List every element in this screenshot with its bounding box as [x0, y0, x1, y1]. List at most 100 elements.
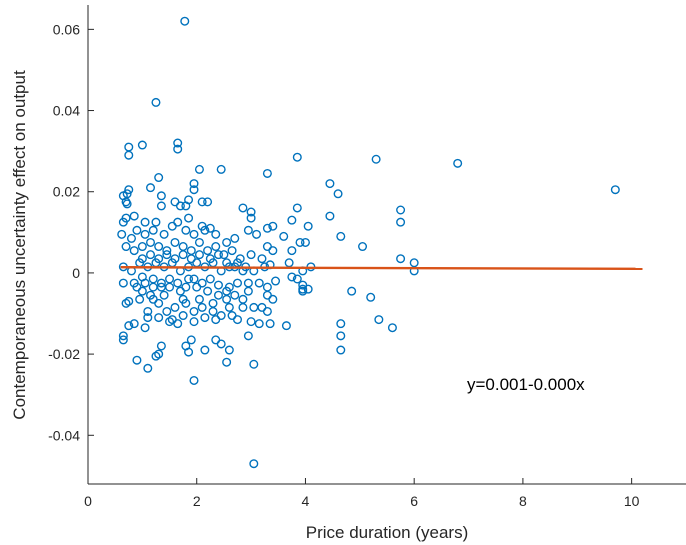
data-point [303, 221, 313, 231]
data-point [124, 150, 134, 160]
data-point [159, 290, 169, 300]
data-point [336, 231, 346, 241]
data-point [409, 258, 419, 268]
data-point [265, 319, 275, 329]
data-point [178, 294, 188, 304]
data-point [156, 201, 166, 211]
data-point [254, 278, 264, 288]
data-point [156, 278, 166, 288]
data-point [254, 319, 264, 329]
data-point [154, 242, 164, 252]
data-point [222, 294, 232, 304]
data-point [262, 168, 272, 178]
data-point [246, 213, 256, 223]
data-point [186, 335, 196, 345]
data-point [178, 242, 188, 252]
data-point [387, 323, 397, 333]
data-point [268, 294, 278, 304]
data-point [140, 229, 150, 239]
data-point [143, 313, 153, 323]
data-point [325, 179, 335, 189]
data-point [238, 302, 248, 312]
data-point [295, 237, 305, 247]
data-point [165, 282, 175, 292]
data-point [146, 250, 156, 260]
data-point [132, 282, 142, 292]
data-point [200, 313, 210, 323]
data-point [135, 294, 145, 304]
data-point [262, 223, 272, 233]
data-point [262, 242, 272, 252]
data-point [336, 331, 346, 341]
data-point [268, 221, 278, 231]
data-point [243, 286, 253, 296]
fit-line [120, 266, 643, 271]
data-point [121, 242, 131, 252]
data-point [118, 335, 128, 345]
data-point [292, 152, 302, 162]
data-point [194, 250, 204, 260]
data-point [140, 278, 150, 288]
data-point [216, 164, 226, 174]
data-point [162, 246, 172, 256]
data-point [137, 140, 147, 150]
x-tick-label: 0 [84, 493, 92, 509]
data-point [366, 292, 376, 302]
data-point [178, 311, 188, 321]
data-point [292, 203, 302, 213]
data-point [170, 302, 180, 312]
data-point [230, 290, 240, 300]
data-point [347, 286, 357, 296]
data-point [213, 280, 223, 290]
data-point [333, 189, 343, 199]
data-point [148, 282, 158, 292]
data-point [197, 302, 207, 312]
data-point [194, 164, 204, 174]
data-point [211, 229, 221, 239]
data-point [336, 345, 346, 355]
data-point [151, 217, 161, 227]
data-point [122, 199, 132, 209]
data-point [374, 315, 384, 325]
data-point [137, 254, 147, 264]
data-point [143, 363, 153, 373]
data-point [203, 246, 213, 256]
data-point [211, 242, 221, 252]
data-point [154, 254, 164, 264]
data-point [371, 154, 381, 164]
data-point [189, 317, 199, 327]
data-point [165, 317, 175, 327]
data-point [325, 211, 335, 221]
data-point [213, 290, 223, 300]
data-point [281, 321, 291, 331]
data-point [126, 233, 136, 243]
data-point [140, 323, 150, 333]
data-point [358, 242, 368, 252]
data-point [249, 302, 259, 312]
data-point [287, 215, 297, 225]
data-point [146, 237, 156, 247]
data-point [232, 278, 242, 288]
y-tick-label: 0.06 [53, 21, 80, 37]
data-point [148, 294, 158, 304]
data-point [181, 225, 191, 235]
data-point [159, 229, 169, 239]
data-point [184, 213, 194, 223]
data-point [151, 97, 161, 107]
data-point [303, 284, 313, 294]
fit-equation-annotation: y=0.001-0.000x [467, 375, 585, 394]
data-point [181, 341, 191, 351]
data-point [249, 459, 259, 469]
data-point [216, 339, 226, 349]
data-point [151, 351, 161, 361]
data-point [154, 349, 164, 359]
data-point [162, 306, 172, 316]
data-point [287, 246, 297, 256]
data-point [162, 250, 172, 260]
data-point [129, 246, 139, 256]
data-point [181, 282, 191, 292]
x-tick-label: 6 [410, 493, 418, 509]
data-point [224, 302, 234, 312]
data-point [238, 294, 248, 304]
